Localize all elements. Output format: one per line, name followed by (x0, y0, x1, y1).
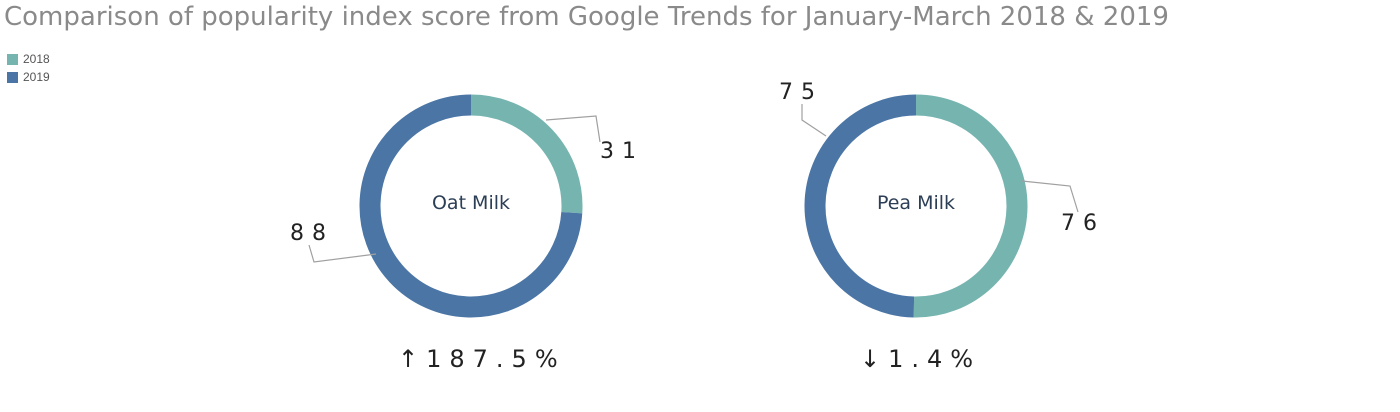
legend: 2018 2019 (7, 50, 50, 86)
legend-label-2019: 2019 (23, 70, 50, 84)
leader-line-oat-2018 (545, 115, 601, 143)
data-label-oat-2019: 88 (290, 221, 334, 246)
data-label-oat-2018: 31 (600, 139, 644, 164)
donut-slice-oat-milk-2019[interactable] (359, 94, 583, 318)
center-label-pea-milk: Pea Milk (877, 192, 955, 214)
leader-line-oat-2019 (308, 244, 377, 263)
legend-label-2018: 2018 (23, 52, 50, 66)
legend-swatch-2019 (7, 71, 18, 83)
change-label-oat-milk: ↑187.5% (398, 345, 566, 373)
change-label-pea-milk: ↓1.4% (860, 345, 981, 373)
donut-oat-milk (359, 94, 583, 318)
legend-item-2019[interactable]: 2019 (7, 68, 50, 86)
legend-swatch-2018 (7, 53, 18, 65)
donut-slice-pea-milk-2018[interactable] (913, 94, 1028, 318)
donut-slice-pea-milk-2019[interactable] (804, 94, 917, 318)
donut-slice-oat-milk-2018[interactable] (470, 94, 583, 214)
data-label-pea-2018: 76 (1061, 211, 1105, 236)
chart-title: Comparison of popularity index score fro… (4, 2, 1169, 32)
donut-pea-milk (804, 94, 1028, 318)
leader-line-pea-2018 (1021, 180, 1079, 213)
legend-item-2018[interactable]: 2018 (7, 50, 50, 68)
leader-line-pea-2019 (801, 104, 827, 137)
data-label-pea-2019: 75 (779, 80, 823, 105)
center-label-oat-milk: Oat Milk (432, 192, 510, 214)
